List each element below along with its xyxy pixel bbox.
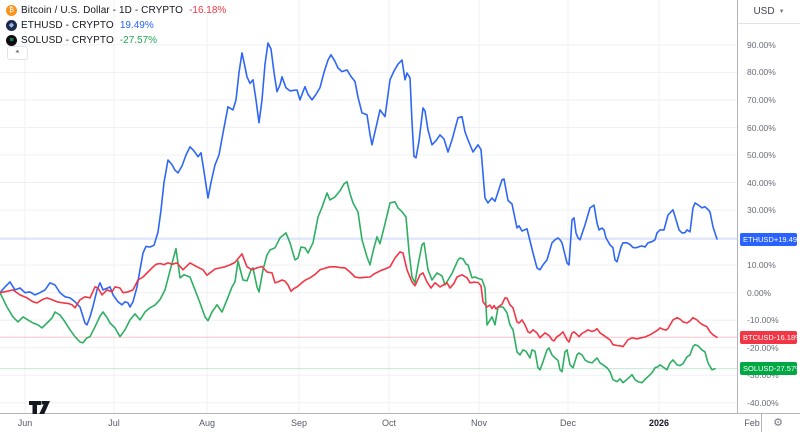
- time-axis-label: Jul: [108, 418, 120, 428]
- legend-change-value: 19.49%: [119, 19, 154, 31]
- price-axis-label: 70.00%: [747, 94, 776, 105]
- chart-plot-area[interactable]: [0, 0, 737, 413]
- currency-label: USD: [753, 6, 775, 17]
- price-axis-label: 60.00%: [747, 122, 776, 133]
- legend-collapse-button[interactable]: ▲: [7, 46, 28, 60]
- price-axis-label: -30.00%: [747, 370, 779, 381]
- price-axis-label: -20.00%: [747, 342, 779, 353]
- legend-symbol-title: SOLUSD - CRYPTO: [21, 34, 114, 46]
- price-axis-label: 90.00%: [747, 39, 776, 50]
- legend-change-value: -16.18%: [189, 4, 227, 16]
- legend-row-solusd[interactable]: ≡ SOLUSD - CRYPTO -27.57%: [6, 33, 226, 47]
- time-axis-divider: [761, 414, 762, 432]
- eth-icon: ◆: [6, 19, 17, 31]
- badge-value: +19.49%: [773, 234, 800, 244]
- legend-row-btcusd[interactable]: ₿ Bitcoin / U.S. Dollar - 1D - CRYPTO -1…: [6, 3, 226, 17]
- series-line-ethusd[interactable]: [0, 42, 718, 326]
- time-axis-label: Oct: [381, 418, 397, 428]
- price-axis-label: 10.00%: [747, 260, 776, 271]
- time-axis-label: Sep: [290, 418, 308, 428]
- time-axis-label: 2026: [648, 418, 670, 428]
- tradingview-logo-icon[interactable]: [28, 400, 51, 420]
- badge-symbol: SOLUSD: [743, 364, 774, 374]
- time-axis-label: Jun: [17, 418, 33, 428]
- series-line-solusd[interactable]: [0, 180, 716, 384]
- time-axis-label: Aug: [198, 418, 216, 428]
- time-axis-label: Dec: [559, 418, 577, 428]
- sol-icon: ≡: [6, 34, 17, 46]
- legend-symbol-title: Bitcoin / U.S. Dollar - 1D - CRYPTO: [21, 4, 184, 16]
- badge-symbol: ETHUSD: [743, 234, 774, 244]
- chevron-down-icon: ▼: [778, 8, 785, 15]
- price-chart-svg: [0, 0, 737, 413]
- price-axis-label: -40.00%: [747, 397, 779, 408]
- time-axis-panel[interactable]: Jun Jul Aug Sep Oct Nov Dec 2026 Feb ⚙: [0, 413, 800, 432]
- price-badge-btcusd[interactable]: BTCUSD -16.18%: [740, 330, 800, 344]
- series-line-btcusd[interactable]: [0, 251, 718, 348]
- btc-icon: ₿: [6, 4, 17, 16]
- price-axis-label: 0.00%: [747, 287, 772, 298]
- currency-selector-button[interactable]: USD ▼: [738, 0, 800, 24]
- price-axis-label: 30.00%: [747, 205, 776, 216]
- time-axis-label: Nov: [470, 418, 488, 428]
- price-axis-label: 50.00%: [747, 150, 776, 160]
- legend-row-ethusd[interactable]: ◆ ETHUSD - CRYPTO 19.49%: [6, 18, 226, 32]
- price-badge-solusd[interactable]: SOLUSD -27.57%: [740, 362, 800, 376]
- chevron-up-icon: ▲: [14, 49, 21, 55]
- price-axis-panel[interactable]: USD ▼ 90.00% 80.00% 70.00% 60.00% 50.00% 40.0…: [737, 0, 800, 413]
- badge-value: -16.18%: [773, 332, 800, 342]
- settings-gear-icon[interactable]: ⚙: [773, 417, 783, 429]
- price-axis-label: 40.00%: [747, 177, 776, 188]
- price-axis-label: -10.00%: [747, 315, 779, 326]
- price-badge-ethusd[interactable]: ETHUSD+19.49%: [740, 232, 800, 246]
- time-axis-label: Feb: [744, 418, 760, 428]
- legend-symbol-title: ETHUSD - CRYPTO: [21, 19, 114, 31]
- badge-value: -27.57%: [773, 364, 800, 374]
- badge-symbol: BTCUSD: [743, 332, 774, 342]
- legend-change-value: -27.57%: [119, 34, 158, 46]
- chart-legend: ₿ Bitcoin / U.S. Dollar - 1D - CRYPTO -1…: [6, 3, 226, 48]
- price-axis-label: 80.00%: [747, 67, 776, 78]
